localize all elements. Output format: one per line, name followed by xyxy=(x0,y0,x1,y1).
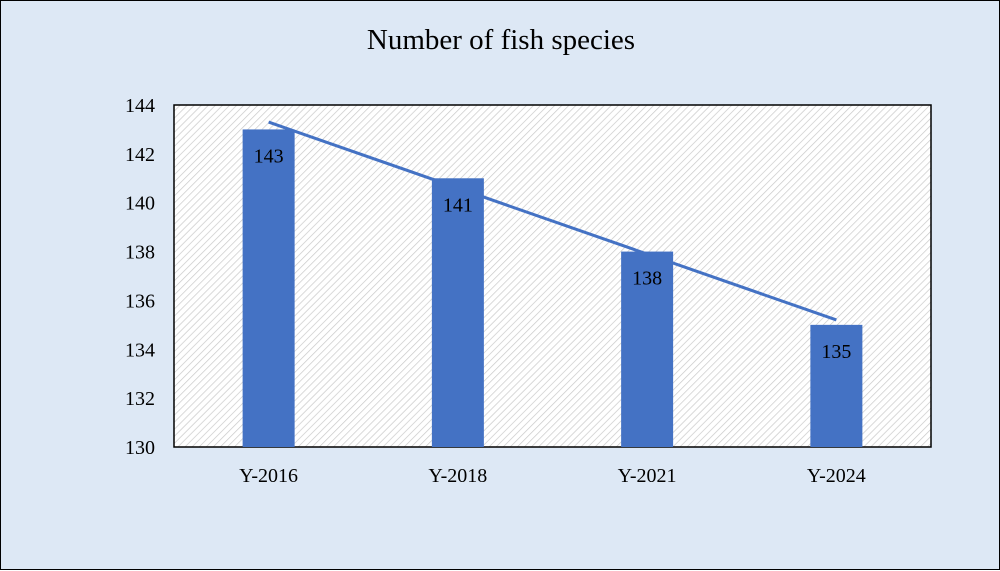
data-label-y-2018: 141 xyxy=(443,194,473,216)
y-tick-label: 138 xyxy=(125,242,155,264)
x-tick-label: Y-2021 xyxy=(618,465,677,487)
x-tick-label: Y-2016 xyxy=(239,465,298,487)
plot-area xyxy=(173,104,932,448)
x-axis: Y-2016 Y-2018 Y-2021 Y-2024 xyxy=(239,465,866,487)
y-tick-label: 142 xyxy=(125,144,155,166)
bar-y-2021 xyxy=(621,251,674,447)
y-tick-label: 140 xyxy=(125,193,155,215)
trendline xyxy=(268,120,837,322)
y-tick-label: 130 xyxy=(125,437,155,459)
y-tick-label: 132 xyxy=(125,388,155,410)
y-tick-label: 134 xyxy=(125,339,155,361)
bar-y-2024 xyxy=(810,324,863,447)
y-tick-label: 136 xyxy=(125,290,155,312)
bar-y-2016 xyxy=(242,129,295,447)
bars-group xyxy=(242,129,863,448)
x-tick-label: Y-2018 xyxy=(428,465,487,487)
y-axis: 130 132 134 136 138 140 142 144 xyxy=(125,95,155,459)
data-label-y-2021: 138 xyxy=(632,268,662,290)
x-tick-label: Y-2024 xyxy=(807,465,866,487)
chart-title: Number of fish species xyxy=(367,24,635,56)
data-label-y-2016: 143 xyxy=(254,145,284,167)
y-tick-label: 144 xyxy=(125,95,155,117)
data-label-y-2024: 135 xyxy=(821,341,851,363)
bar-y-2018 xyxy=(431,178,484,448)
trendline-group xyxy=(268,120,837,322)
data-labels-group: 143 141 138 135 xyxy=(254,145,852,362)
